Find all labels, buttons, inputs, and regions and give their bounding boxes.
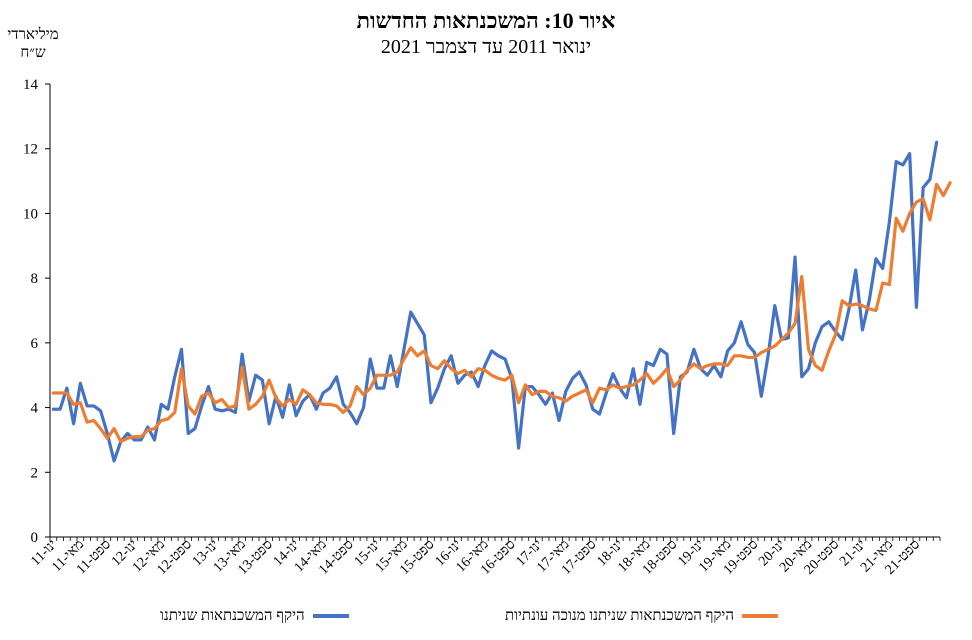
- series-layer: [51, 140, 952, 463]
- y-tick-label: 14: [23, 77, 39, 93]
- y-tick-label: 10: [23, 206, 38, 222]
- series-line-1: [51, 140, 939, 463]
- legend-item-series-2: היקף המשכנתאות שניתנו מנוכה עונתיות: [505, 604, 778, 628]
- y-tick-label: 2: [31, 465, 39, 481]
- legend-label-series-1: היקף המשכנתאות שניתנו: [160, 607, 305, 624]
- y-tick-label: 12: [23, 142, 38, 158]
- y-tick-label: 0: [31, 530, 39, 546]
- y-tick-label: 4: [31, 401, 39, 417]
- y-axis: 0 2 4 6 8 10 12 14: [23, 77, 51, 546]
- y-tick-label: 6: [31, 336, 39, 352]
- x-axis: ינו-11מאי-11ספט-11ינו-12מאי-12ספט-12ינו-…: [28, 536, 941, 578]
- y-tick-label: 8: [31, 271, 39, 287]
- legend-item-series-1: היקף המשכנתאות שניתנו: [160, 604, 349, 628]
- line-chart: 0 2 4 6 8 10 12 14 ינו-11מאי-11ספט-11ינו-12מאי-…: [23, 77, 952, 578]
- legend-label-series-2: היקף המשכנתאות שניתנו מנוכה עונתיות: [505, 607, 734, 624]
- series-line-2: [51, 181, 952, 444]
- chart-subtitle: ינואר 2011 עד דצמבר 2021: [380, 36, 592, 58]
- legend-swatch-series-1: [312, 614, 349, 618]
- y-axis-label: מיליארדי ש״ח: [7, 27, 59, 61]
- chart-title: איור 10: המשכנתאות החדשות: [356, 8, 616, 33]
- legend-swatch-series-2: [741, 614, 778, 618]
